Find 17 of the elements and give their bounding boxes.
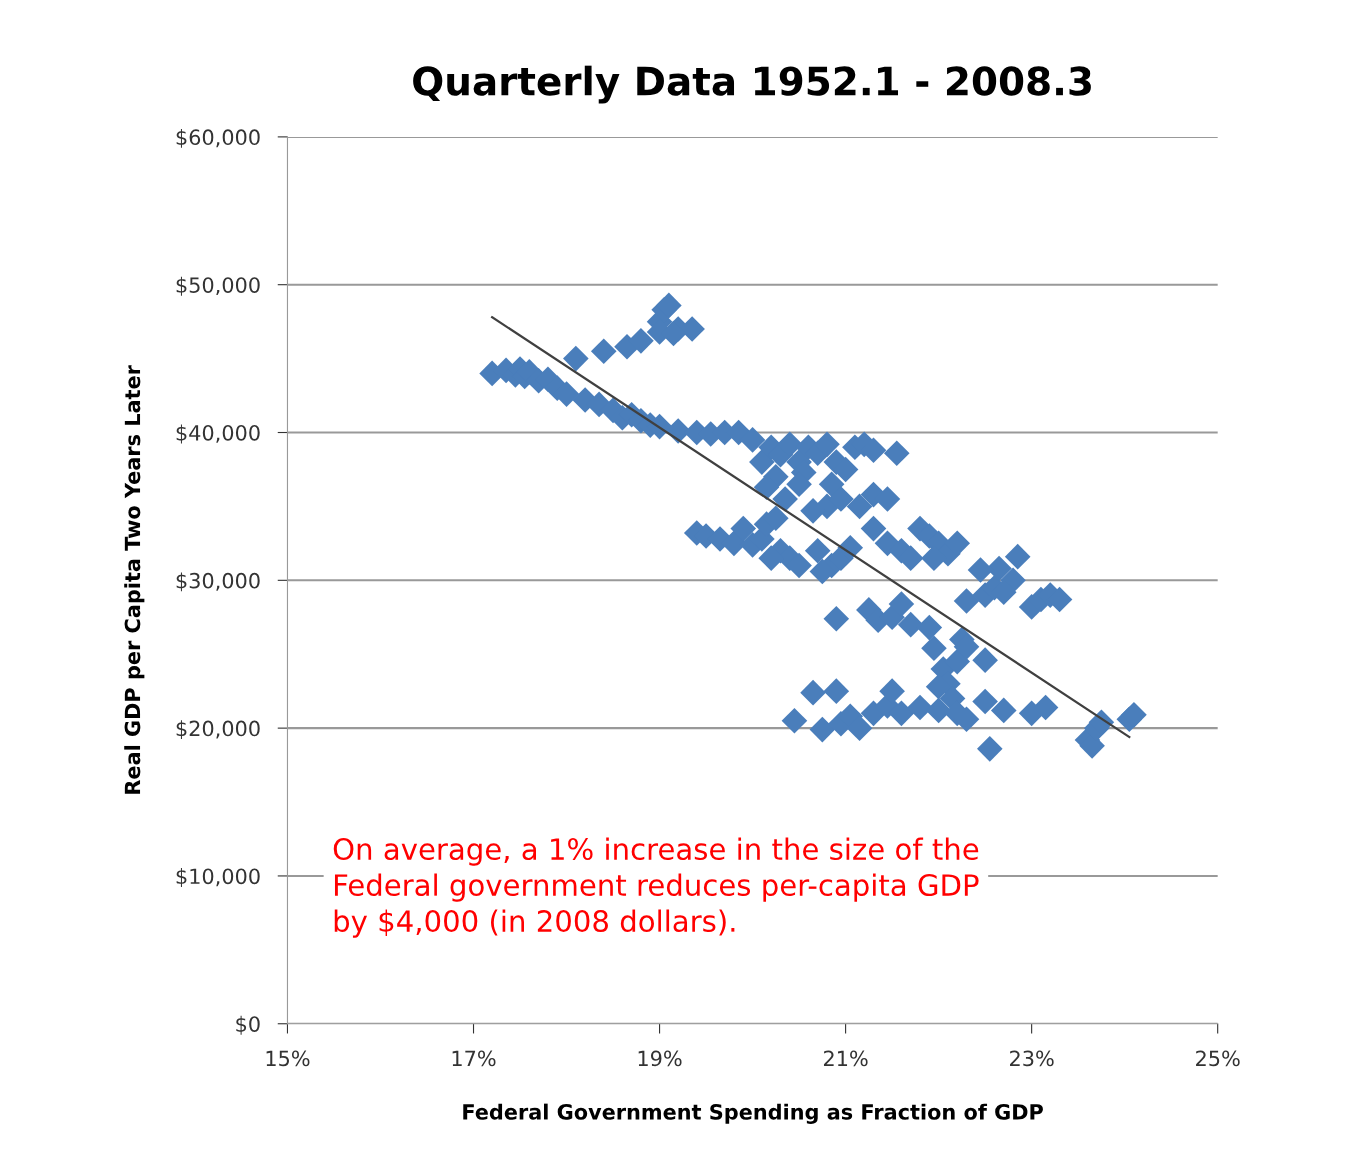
x-tick-label: 21% <box>823 1050 868 1067</box>
y-tick-label: $10,000 <box>176 868 260 887</box>
y-tick-label: $30,000 <box>176 572 260 592</box>
x-tick-label: 23% <box>1010 1050 1054 1067</box>
x-tick-label: 25% <box>1196 1050 1240 1067</box>
x-tick-label: 17% <box>452 1050 496 1067</box>
y-tick-label: $0 <box>236 1015 260 1035</box>
y-tick-label: $60,000 <box>176 128 260 148</box>
annotation: On average, a 1% increase in the size of the Federal government reduces per-capita GDP by $4,000 (in 2008 dollars). <box>333 837 979 938</box>
x-axis-title: Federal Government Spending as Fraction of GDP <box>463 1103 1043 1124</box>
chart-title: Quarterly Data 1952.1 - 2008.3 <box>413 65 1091 104</box>
y-tick-label: $50,000 <box>176 276 260 296</box>
x-tick-label: 15% <box>266 1050 310 1067</box>
x-tick-label: 19% <box>638 1050 682 1067</box>
y-tick-label: $40,000 <box>176 424 260 444</box>
y-axis-title: Real GDP per Capita Two Years Later <box>124 365 145 794</box>
y-tick-label: $20,000 <box>176 720 260 740</box>
